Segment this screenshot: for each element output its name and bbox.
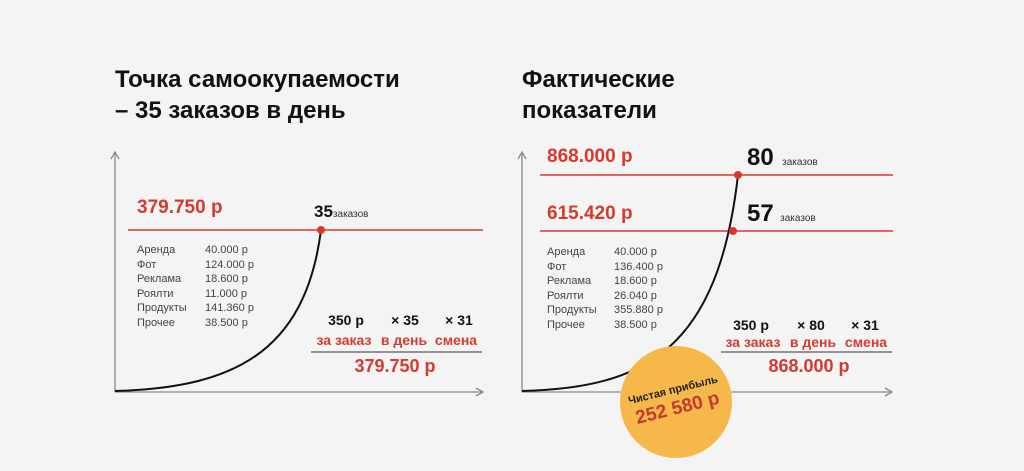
left-expense-values: 40.000 р 124.000 р 18.600 р 11.000 р 141…	[205, 243, 254, 330]
right-orders-high-number: 80	[747, 144, 774, 171]
expense-value: 11.000 р	[205, 287, 248, 300]
left-cost-curve	[114, 229, 322, 392]
left-calc-total: 379.750 р	[354, 356, 436, 376]
right-orders-low: 57 заказов	[747, 200, 816, 228]
left-x-arrow	[475, 387, 485, 397]
left-orders-number: 35	[314, 202, 333, 221]
expense-label: Прочее	[137, 316, 175, 329]
expense-label: Реклама	[137, 273, 182, 285]
left-title-line1: Точка самоокупаемости	[115, 66, 400, 93]
right-title-line1: Фактические	[522, 66, 675, 93]
expense-label: Прочее	[547, 318, 585, 331]
expense-label: Фот	[547, 260, 567, 273]
right-calc-shift-word: смена	[844, 334, 888, 350]
right-low-point	[729, 227, 737, 235]
expense-label: Продукты	[137, 302, 187, 314]
expense-value: 18.600 р	[205, 273, 248, 285]
right-x-arrow	[884, 387, 894, 397]
left-orders: 35заказов	[314, 202, 368, 222]
right-expense-values: 40.000 р 136.400 р 18.600 р 26.040 р 355…	[614, 245, 663, 332]
right-title: Фактические показатели	[522, 64, 675, 126]
left-calc-per-day: в день	[380, 332, 428, 348]
right-revenue-high: 868.000 р	[547, 146, 633, 167]
expense-value: 38.500 р	[614, 318, 657, 331]
left-calc-count: × 35	[391, 312, 419, 328]
right-calc-per-order: за заказ	[725, 334, 781, 350]
left-calc-price: 350 р	[328, 312, 364, 328]
left-orders-word: заказов	[332, 209, 369, 220]
expense-label: Продукты	[547, 304, 597, 316]
expense-label: Аренда	[137, 244, 176, 256]
expense-label: Роялти	[137, 287, 174, 300]
right-expense-labels: Аренда Фот Реклама Роялти Продукты Проче…	[547, 245, 597, 332]
right-orders-high-word: заказов	[782, 157, 818, 168]
right-orders-high: 80 заказов	[747, 144, 818, 172]
left-y-arrow	[110, 150, 120, 160]
expense-label: Аренда	[547, 246, 586, 258]
expense-value: 26.040 р	[614, 289, 657, 302]
right-orders-low-number: 57	[747, 200, 774, 227]
left-expense-labels: Аренда Фот Реклама Роялти Продукты Проче…	[137, 243, 187, 330]
right-calc-count: × 80	[797, 317, 825, 333]
left-title-line2: – 35 заказов в день	[115, 97, 346, 124]
right-orders-low-word: заказов	[780, 213, 816, 224]
expense-value: 40.000 р	[614, 246, 657, 258]
left-title: Точка самоокупаемости – 35 заказов в ден…	[115, 64, 400, 126]
right-calc-total: 868.000 р	[768, 356, 850, 376]
expense-value: 124.000 р	[205, 258, 254, 271]
left-breakeven-point	[317, 226, 325, 234]
left-calc-shifts: × 31	[445, 312, 473, 328]
expense-label: Фот	[137, 258, 157, 271]
right-calc-shifts: × 31	[851, 317, 879, 333]
left-calc-per-order: за заказ	[316, 332, 372, 348]
left-calc-shift-word: смена	[434, 332, 478, 348]
right-revenue-low: 615.420 р	[547, 203, 633, 224]
right-calc-price: 350 р	[733, 317, 769, 333]
right-title-line2: показатели	[522, 97, 657, 124]
expense-value: 18.600 р	[614, 275, 657, 287]
expense-label: Роялти	[547, 289, 584, 302]
expense-value: 355.880 р	[614, 304, 663, 316]
right-y-arrow	[517, 150, 527, 160]
expense-label: Реклама	[547, 275, 592, 287]
expense-value: 136.400 р	[614, 260, 663, 273]
right-high-point	[734, 171, 742, 179]
expense-value: 141.360 р	[205, 302, 254, 314]
left-revenue: 379.750 р	[137, 197, 223, 218]
expense-value: 38.500 р	[205, 316, 248, 329]
right-calc-per-day: в день	[789, 334, 837, 350]
expense-value: 40.000 р	[205, 244, 248, 256]
